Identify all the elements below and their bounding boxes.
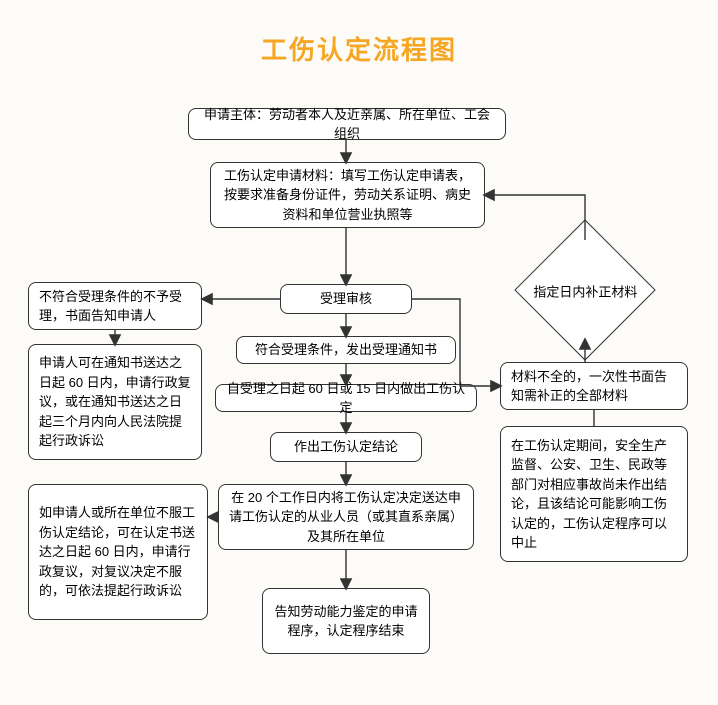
node-end: 告知劳动能力鉴定的申请程序，认定程序结束 [262, 588, 430, 654]
node-supplement-diamond: 指定日内补正材料 [514, 219, 655, 360]
node-accept-notice: 符合受理条件，发出受理通知书 [236, 336, 456, 364]
node-admin-review: 申请人可在通知书送达之日起 60 日内，申请行政复议，或在通知书送达之日起三个月… [28, 344, 202, 460]
node-materials: 工伤认定申请材料：填写工伤认定申请表，按要求准备身份证件，劳动关系证明、病史资料… [210, 162, 485, 228]
node-review: 受理审核 [280, 284, 412, 314]
node-incomplete: 材料不全的，一次性书面告知需补正的全部材料 [500, 362, 688, 410]
node-deliver: 在 20 个工作日内将工伤认定决定送达申请工伤认定的从业人员（或其直系亲属）及其… [218, 484, 474, 550]
node-reject: 不符合受理条件的不予受理，书面告知申请人 [28, 282, 202, 330]
node-supplement-label: 指定日内补正材料 [523, 282, 647, 301]
node-conclusion: 作出工伤认定结论 [270, 432, 422, 462]
node-applicant: 申请主体：劳动者本人及近亲属、所在单位、工会组织 [188, 108, 506, 140]
node-decision-period: 自受理之日起 60 日或 15 日内做出工伤认定 [215, 384, 477, 412]
node-suspend: 在工伤认定期间，安全生产监督、公安、卫生、民政等部门对相应事故尚未作出结论，且该… [500, 426, 688, 562]
node-disagree: 如申请人或所在单位不服工伤认定结论，可在认定书送达之日起 60 日内，申请行政复… [28, 484, 208, 620]
chart-title: 工伤认定流程图 [0, 30, 718, 67]
